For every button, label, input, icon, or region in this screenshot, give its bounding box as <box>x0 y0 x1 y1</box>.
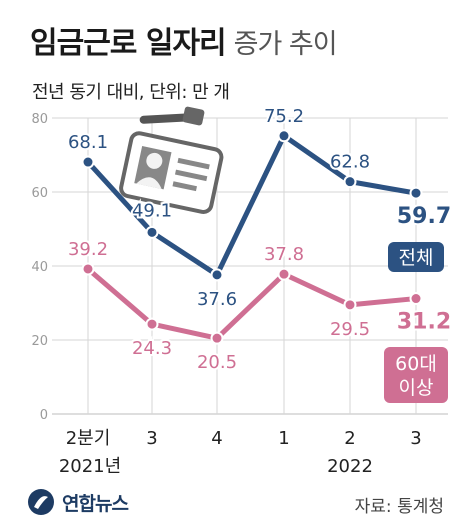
data-point-sixty_plus <box>343 298 357 312</box>
series-tag-sixty_plus <box>384 347 448 403</box>
data-point-total <box>210 268 224 282</box>
series-name-sixty_plus: 이상 <box>399 377 434 399</box>
data-label-total: 68.1 <box>68 132 108 153</box>
data-label-sixty_plus: 31.2 <box>397 310 451 335</box>
chart-title: 임금근로 일자리 증가 추이 <box>30 18 338 68</box>
y-tick-label: 40 <box>31 260 48 275</box>
series-name-sixty_plus: 60대 <box>395 353 437 375</box>
y-tick-label: 0 <box>40 408 48 423</box>
logo-text: 연합뉴스 <box>62 492 129 515</box>
data-label-sixty_plus: 20.5 <box>197 352 237 373</box>
data-label-total: 62.8 <box>330 152 370 173</box>
data-label-sixty_plus: 29.5 <box>330 319 370 340</box>
data-point-total <box>343 175 357 189</box>
y-tick-label: 80 <box>31 112 48 127</box>
data-point-sixty_plus <box>277 267 291 281</box>
chart-title-sub: 증가 추이 <box>233 29 338 60</box>
id-badge-icon <box>119 106 224 215</box>
data-label-total: 59.7 <box>397 204 451 229</box>
y-tick-label: 20 <box>31 334 48 349</box>
x-tick-label: 1 <box>278 428 289 449</box>
data-point-total <box>145 225 159 239</box>
data-point-total <box>277 129 291 143</box>
data-point-sixty_plus <box>81 262 95 276</box>
data-label-sixty_plus: 39.2 <box>68 239 108 260</box>
chart-subtitle: 전년 동기 대비, 단위: 만 개 <box>32 82 230 103</box>
x-tick-label: 3 <box>410 428 421 449</box>
data-label-total: 37.6 <box>197 289 237 310</box>
data-label-total: 75.2 <box>264 106 304 127</box>
yonhap-logo: 연합뉴스 <box>26 484 129 520</box>
data-point-sixty_plus <box>210 331 224 345</box>
y-tick-label: 60 <box>31 186 48 201</box>
series-line-sixty_plus <box>85 266 419 341</box>
x-group-label: 2022 <box>327 456 373 477</box>
data-point-sixty_plus <box>145 317 159 331</box>
x-tick-label: 2분기 <box>66 428 111 449</box>
yonhap-logo-icon <box>28 489 54 515</box>
series-line-total <box>85 133 419 278</box>
source-note: 자료: 통계청 <box>354 497 444 517</box>
series-name-total: 전체 <box>399 247 434 269</box>
data-label-sixty_plus: 24.3 <box>132 338 172 359</box>
data-label-total: 49.1 <box>132 200 172 221</box>
data-point-sixty_plus <box>409 292 423 306</box>
x-tick-label: 2 <box>344 428 355 449</box>
x-group-label: 2021년 <box>59 456 121 477</box>
data-point-total <box>81 155 95 169</box>
x-tick-label: 4 <box>211 428 222 449</box>
data-label-sixty_plus: 37.8 <box>264 244 304 265</box>
data-point-total <box>409 186 423 200</box>
x-tick-label: 3 <box>146 428 157 449</box>
series-tag-total <box>388 242 444 272</box>
chart-title-main: 임금근로 일자리 <box>30 26 227 61</box>
